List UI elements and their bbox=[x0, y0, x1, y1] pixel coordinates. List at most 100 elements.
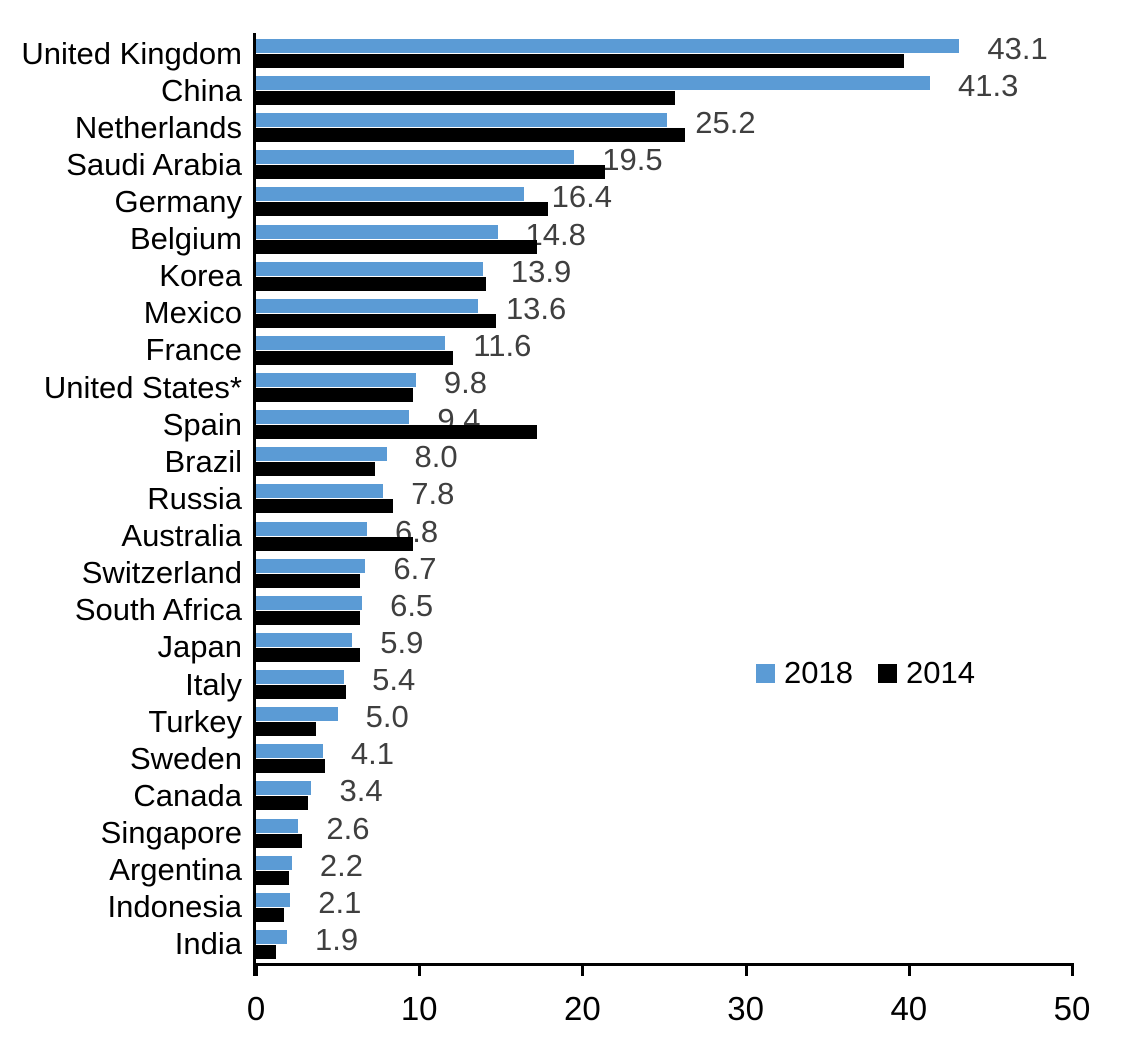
bar-2018 bbox=[256, 892, 291, 907]
bar-2018 bbox=[256, 39, 960, 53]
legend-swatch-2018-icon bbox=[756, 663, 775, 683]
category-label: United Kingdom bbox=[21, 35, 242, 71]
bar-2018 bbox=[256, 929, 287, 944]
value-label: 43.1 bbox=[987, 31, 1048, 66]
bar-2014 bbox=[256, 54, 904, 68]
value-label: 5.4 bbox=[372, 662, 416, 698]
bar-2018 bbox=[256, 632, 353, 647]
category-label: Belgium bbox=[130, 221, 242, 257]
legend: 2018 2014 bbox=[756, 655, 975, 691]
category-label: Italy bbox=[185, 666, 242, 702]
category-label: Switzerland bbox=[81, 555, 242, 591]
category-label: Indonesia bbox=[107, 889, 242, 925]
bar-2018 bbox=[256, 521, 367, 536]
x-axis-tick-label: 50 bbox=[1053, 990, 1091, 1027]
value-label: 9.8 bbox=[443, 365, 488, 401]
value-label: 41.3 bbox=[958, 68, 1019, 104]
value-label: 1.9 bbox=[315, 921, 359, 957]
category-label: Germany bbox=[114, 183, 242, 219]
bar-2014 bbox=[256, 462, 376, 477]
value-label: 3.4 bbox=[339, 773, 383, 809]
category-label: Sweden bbox=[129, 740, 242, 776]
category-label: South Africa bbox=[74, 592, 242, 628]
category-label: Australia bbox=[121, 518, 242, 554]
bar-2018 bbox=[256, 410, 410, 425]
value-label: 6.5 bbox=[390, 587, 434, 623]
category-label: Japan bbox=[157, 629, 242, 665]
bar-2014 bbox=[256, 833, 302, 848]
x-axis-tick bbox=[255, 966, 258, 976]
value-label: 2.2 bbox=[319, 847, 363, 883]
category-label: Spain bbox=[162, 406, 242, 442]
value-label: 7.8 bbox=[411, 476, 455, 512]
legend-swatch-2014-icon bbox=[877, 663, 897, 683]
value-label: 11.6 bbox=[473, 327, 532, 363]
bar-2018 bbox=[256, 818, 299, 833]
bar-2014 bbox=[256, 685, 346, 700]
bar-2014 bbox=[256, 610, 361, 625]
bar-2018 bbox=[256, 707, 338, 722]
category-label: China bbox=[161, 72, 242, 108]
bar-2014 bbox=[256, 573, 361, 588]
bar-2014 bbox=[256, 425, 537, 440]
bar-2014 bbox=[256, 276, 487, 291]
bar-2014 bbox=[256, 202, 549, 217]
category-label: Argentina bbox=[109, 852, 242, 888]
value-label: 4.1 bbox=[350, 736, 395, 772]
x-axis-tick bbox=[1071, 966, 1074, 976]
bar-2014 bbox=[256, 796, 309, 811]
bar-2018 bbox=[256, 447, 387, 462]
x-axis-tick-label: 20 bbox=[564, 990, 601, 1027]
bar-2018 bbox=[256, 781, 312, 796]
legend-label-2018: 2018 bbox=[784, 655, 853, 690]
bar-2014 bbox=[256, 647, 361, 662]
bar-2014 bbox=[256, 722, 317, 737]
category-label: India bbox=[174, 926, 242, 962]
bar-2018 bbox=[256, 595, 363, 610]
bar-2018 bbox=[256, 670, 345, 685]
bar-2014 bbox=[256, 350, 454, 365]
category-label: Singapore bbox=[100, 815, 242, 851]
category-label: Canada bbox=[133, 777, 242, 813]
bar-2018 bbox=[256, 484, 384, 499]
category-label: Mexico bbox=[143, 295, 242, 331]
x-axis-tick bbox=[907, 966, 911, 976]
bar-2018 bbox=[256, 224, 498, 239]
bar-2018 bbox=[256, 113, 668, 128]
value-label: 19.5 bbox=[602, 142, 663, 178]
value-label: 13.6 bbox=[505, 290, 567, 326]
y-axis-line bbox=[253, 33, 256, 976]
category-label: Turkey bbox=[148, 703, 242, 739]
x-axis-tick bbox=[418, 966, 422, 976]
x-axis-tick-label: 10 bbox=[400, 990, 438, 1027]
bar-2018 bbox=[256, 76, 931, 91]
bar-2014 bbox=[256, 165, 606, 180]
value-label: 6.7 bbox=[393, 550, 437, 586]
category-label: France bbox=[145, 332, 242, 368]
bar-2014 bbox=[256, 944, 276, 959]
x-axis-tick bbox=[744, 966, 748, 976]
x-axis-tick-label: 40 bbox=[890, 990, 928, 1027]
bar-2014 bbox=[256, 499, 394, 514]
value-label: 2.1 bbox=[318, 884, 362, 920]
value-label: 8.0 bbox=[414, 439, 458, 475]
bar-2014 bbox=[256, 536, 413, 551]
category-label: Saudi Arabia bbox=[66, 146, 242, 182]
bar-2014 bbox=[256, 239, 537, 254]
category-label: Korea bbox=[159, 258, 242, 294]
value-label: 5.0 bbox=[365, 699, 409, 735]
bar-2018 bbox=[256, 855, 292, 870]
bar-2018 bbox=[256, 744, 323, 759]
x-axis-tick bbox=[581, 966, 585, 976]
value-label: 25.2 bbox=[695, 105, 756, 141]
value-label: 13.9 bbox=[510, 253, 572, 289]
category-label: Netherlands bbox=[74, 109, 242, 145]
value-label: 2.6 bbox=[326, 810, 370, 846]
x-axis-tick-label: 0 bbox=[246, 990, 266, 1027]
value-label: 5.9 bbox=[380, 624, 424, 660]
category-label: Russia bbox=[147, 480, 242, 516]
x-axis-line bbox=[253, 963, 1074, 966]
value-label: 16.4 bbox=[551, 179, 612, 215]
bar-2018 bbox=[256, 558, 366, 573]
bar-2018 bbox=[256, 150, 575, 165]
